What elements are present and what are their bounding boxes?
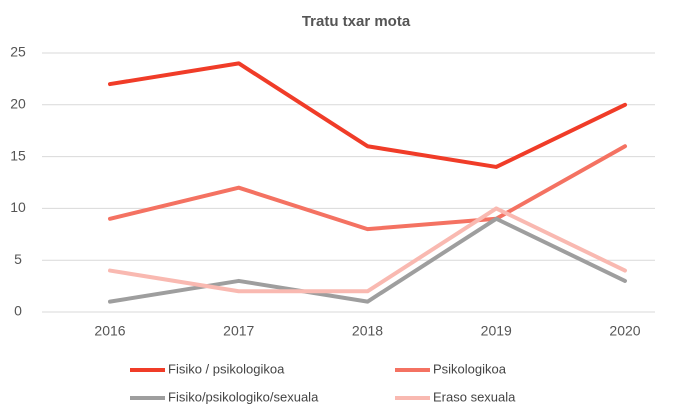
legend-label: Eraso sexuala: [433, 389, 516, 404]
x-tick-label: 2019: [481, 323, 512, 339]
series-line: [108, 144, 627, 232]
y-tick-label: 25: [10, 44, 26, 60]
series-line: [108, 61, 627, 169]
y-tick-label: 0: [14, 303, 22, 319]
y-tick-label: 20: [10, 96, 26, 112]
legend-label: Fisiko / psikologikoa: [168, 361, 285, 376]
legend-label: Psikologikoa: [433, 361, 507, 376]
chart-title: Tratu txar mota: [302, 13, 411, 30]
x-tick-label: 2020: [609, 323, 640, 339]
x-tick-label: 2017: [223, 323, 254, 339]
y-tick-label: 15: [10, 147, 26, 163]
y-tick-label: 10: [10, 199, 26, 215]
y-tick-label: 5: [14, 251, 22, 267]
series-line: [108, 206, 627, 294]
series-line: [108, 216, 627, 304]
legend-label: Fisiko/psikologiko/sexuala: [168, 389, 319, 404]
x-tick-label: 2016: [94, 323, 125, 339]
x-tick-label: 2018: [352, 323, 383, 339]
